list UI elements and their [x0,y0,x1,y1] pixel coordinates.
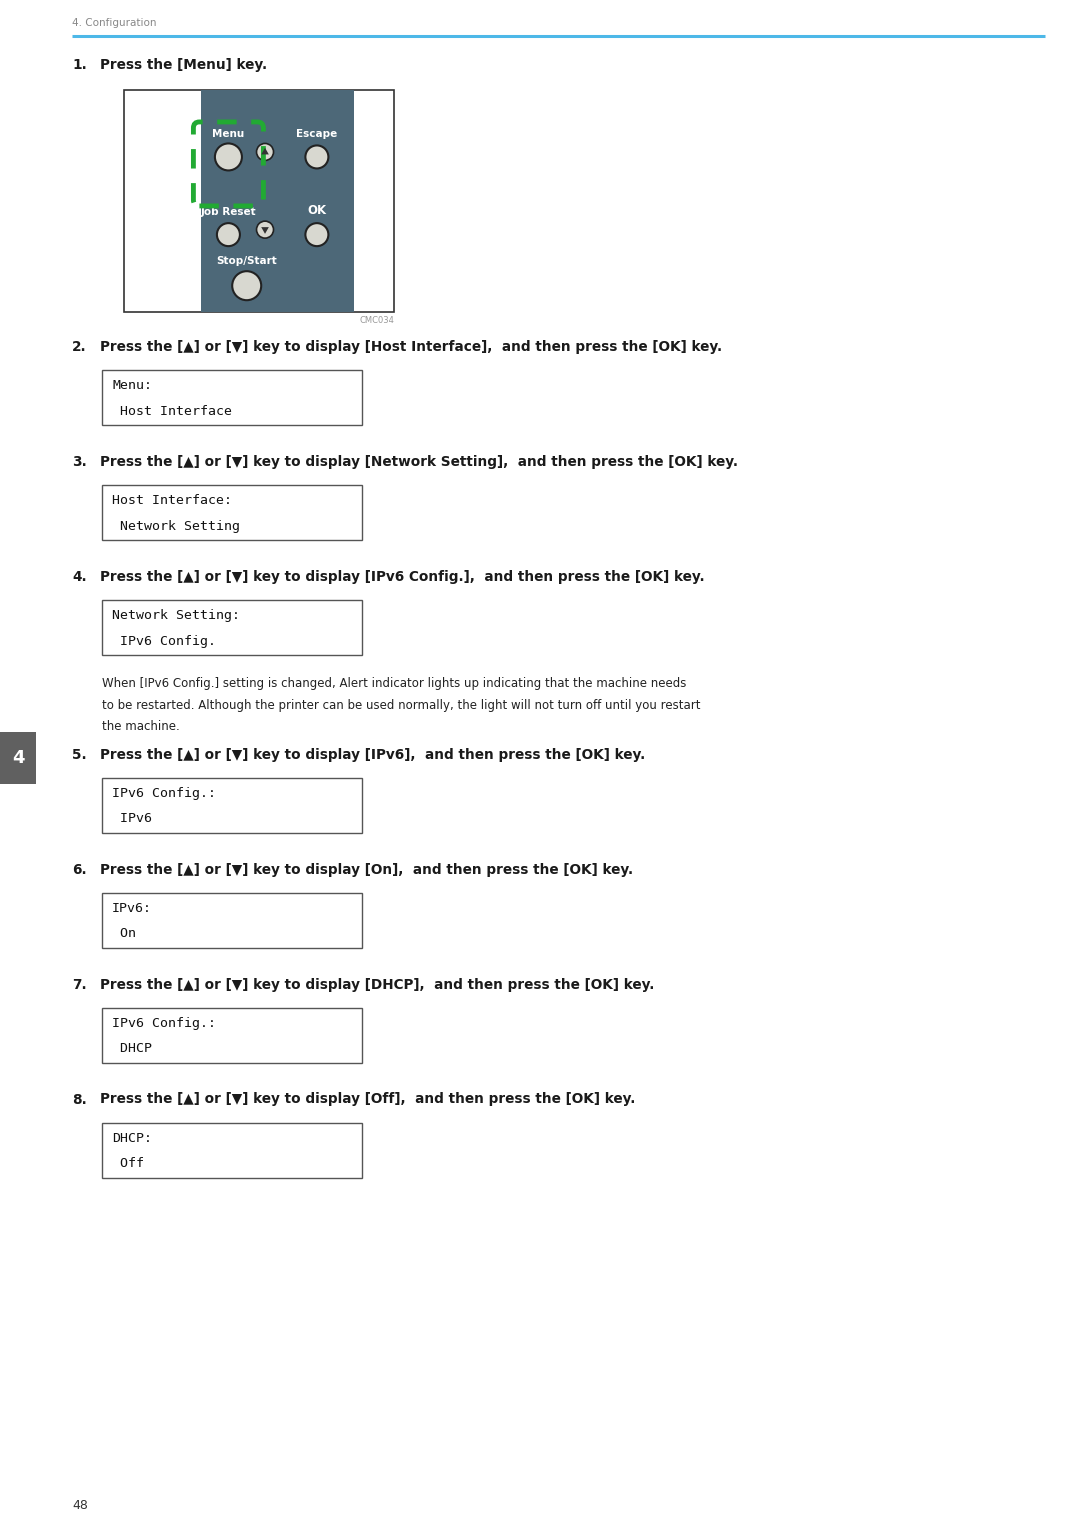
Text: 3.: 3. [72,455,86,469]
Text: Press the [▲] or [▼] key to display [DHCP],  and then press the [OK] key.: Press the [▲] or [▼] key to display [DHC… [100,977,654,991]
Circle shape [232,271,261,300]
Text: DHCP:: DHCP: [112,1132,152,1144]
Text: IPv6:: IPv6: [112,901,152,915]
Text: IPv6 Config.:: IPv6 Config.: [112,786,216,800]
Circle shape [306,146,328,169]
Circle shape [306,224,328,247]
Text: Stop/Start: Stop/Start [216,256,278,265]
Text: 6.: 6. [72,863,86,876]
Text: Network Setting:: Network Setting: [112,610,240,622]
Text: When [IPv6 Config.] setting is changed, Alert indicator lights up indicating tha: When [IPv6 Config.] setting is changed, … [102,677,687,689]
Text: 2.: 2. [72,340,86,354]
FancyBboxPatch shape [102,893,362,947]
FancyBboxPatch shape [201,90,353,313]
Text: Host Interface:: Host Interface: [112,493,232,507]
Text: 5.: 5. [72,748,86,761]
Text: IPv6: IPv6 [112,812,152,826]
Text: Press the [▲] or [▼] key to display [IPv6],  and then press the [OK] key.: Press the [▲] or [▼] key to display [IPv… [100,748,645,761]
Text: Menu: Menu [213,129,244,139]
Text: Press the [▲] or [▼] key to display [Off],  and then press the [OK] key.: Press the [▲] or [▼] key to display [Off… [100,1092,635,1106]
Text: IPv6 Config.:: IPv6 Config.: [112,1017,216,1030]
Text: 1.: 1. [72,58,86,72]
Text: Press the [Menu] key.: Press the [Menu] key. [100,58,267,72]
FancyBboxPatch shape [102,601,362,656]
Text: IPv6 Config.: IPv6 Config. [112,634,216,648]
Text: Menu:: Menu: [112,378,152,392]
Circle shape [257,144,273,161]
Text: Job Reset: Job Reset [201,207,256,218]
Text: Press the [▲] or [▼] key to display [Host Interface],  and then press the [OK] k: Press the [▲] or [▼] key to display [Hos… [100,340,723,354]
Text: Off: Off [112,1157,144,1170]
Text: the machine.: the machine. [102,720,179,732]
FancyBboxPatch shape [102,371,362,424]
Text: 7.: 7. [72,977,86,991]
Text: 4.: 4. [72,570,86,584]
FancyBboxPatch shape [102,486,362,539]
Text: Press the [▲] or [▼] key to display [Network Setting],  and then press the [OK] : Press the [▲] or [▼] key to display [Net… [100,455,738,469]
Text: OK: OK [308,204,326,218]
Text: 4. Configuration: 4. Configuration [72,18,157,28]
Text: Network Setting: Network Setting [112,519,240,533]
Polygon shape [261,227,269,234]
FancyBboxPatch shape [102,1123,362,1178]
Text: Escape: Escape [296,129,338,139]
Polygon shape [261,147,269,155]
Text: 4: 4 [12,749,24,768]
Text: 8.: 8. [72,1092,86,1106]
FancyBboxPatch shape [124,90,394,313]
Text: Host Interface: Host Interface [112,404,232,418]
Text: Press the [▲] or [▼] key to display [IPv6 Config.],  and then press the [OK] key: Press the [▲] or [▼] key to display [IPv… [100,570,704,584]
Circle shape [217,224,240,247]
Text: DHCP: DHCP [112,1042,152,1056]
FancyBboxPatch shape [102,1008,362,1063]
FancyBboxPatch shape [102,778,362,832]
Text: 48: 48 [72,1498,87,1512]
Text: Press the [▲] or [▼] key to display [On],  and then press the [OK] key.: Press the [▲] or [▼] key to display [On]… [100,863,633,876]
Text: On: On [112,927,136,941]
Circle shape [215,144,242,170]
FancyBboxPatch shape [0,732,36,784]
Text: CMC034: CMC034 [360,316,394,325]
Circle shape [257,221,273,237]
Text: to be restarted. Although the printer can be used normally, the light will not t: to be restarted. Although the printer ca… [102,699,701,711]
